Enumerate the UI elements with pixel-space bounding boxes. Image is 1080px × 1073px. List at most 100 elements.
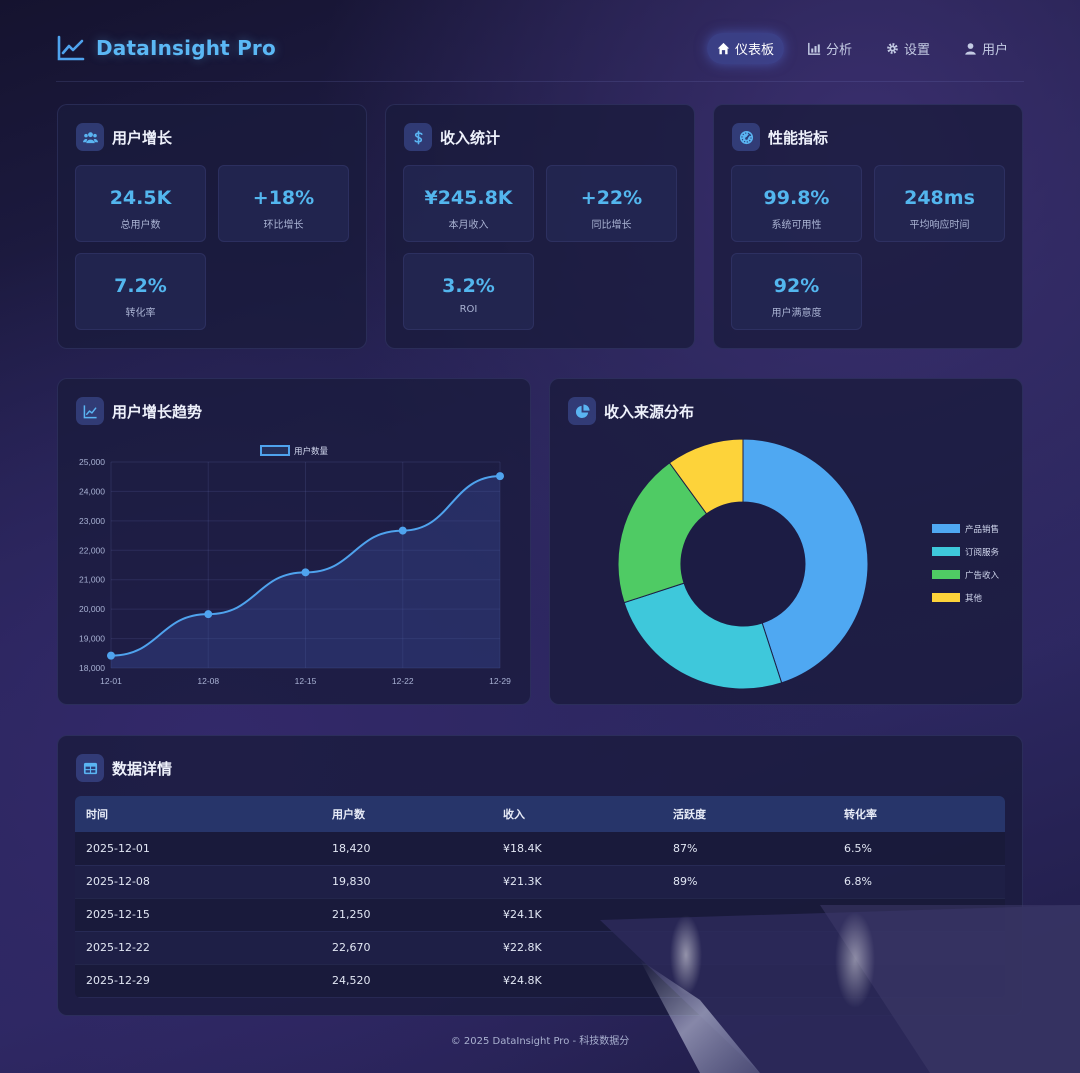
table-cell [833,898,1005,932]
line-chart-icon [76,397,104,425]
column-header[interactable]: 转化率 [833,796,1005,832]
column-header[interactable]: 时间 [75,796,321,832]
table-row[interactable]: 2025-12-22 22,670 ¥22.8K [75,931,1005,965]
stat-label: 总用户数 [120,220,161,231]
table-cell: 2025-12-29 [75,964,321,998]
stat-value: 24.5K [109,187,172,209]
card-title: 收入统计 [440,128,501,147]
table-cell: 2025-12-01 [75,832,321,866]
main-nav: 仪表板 分析 设置 用户 [706,28,1018,68]
nav-label: 分析 [825,42,852,58]
nav-label: 设置 [903,42,930,58]
table-cell: 2025-12-15 [75,898,321,932]
legend-label: 产品销售 [965,524,999,535]
card-title: 数据详情 [112,759,173,778]
table-cell: 22,670 [321,931,492,965]
series-area [111,476,500,668]
table-cell [662,931,833,965]
stat-roi: 3.2% ROI [403,253,534,330]
table-cell: ¥18.4K [492,832,662,866]
stat-value: 92% [773,275,820,297]
nav-item-analysis[interactable]: 分析 [798,33,862,64]
y-tick-label: 23,000 [79,516,105,526]
table-cell: 21,250 [321,898,492,932]
table-header-row: 时间 用户数 收入 活跃度 转化率 [75,796,1005,832]
table-cell: ¥24.8K [492,964,662,998]
card-header: 用户增长 [76,123,172,151]
column-header[interactable]: 用户数 [321,796,492,832]
table-cell [662,898,833,932]
revenue-card: 收入统计 ¥245.8K 本月收入 +22% 同比增长 3.2% ROI [385,104,695,349]
brand[interactable]: DataInsight Pro [56,28,276,68]
y-tick-label: 20,000 [79,604,105,614]
nav-label: 用户 [981,42,1008,58]
user-growth-card: 用户增长 24.5K 总用户数 +18% 环比增长 7.2% 转化率 [57,104,367,349]
nav-item-settings[interactable]: 设置 [876,33,940,64]
card-header: 用户增长趋势 [76,397,202,425]
stat-label: 系统可用性 [771,220,822,231]
stat-conversion: 7.2% 转化率 [75,253,206,330]
user-growth-line-chart: 18,000 19,000 20,000 21,000 22,000 23,000 24,0… [79,445,511,686]
legend-label: 其他 [965,593,983,604]
y-tick-label: 19,000 [79,634,105,644]
x-tick-label: 12-22 [392,676,414,686]
home-icon [717,42,730,54]
table-cell [833,964,1005,998]
stat-yoy-growth: +22% 同比增长 [546,165,677,242]
stat-value: 99.8% [763,187,830,209]
stat-label: 转化率 [125,308,156,319]
card-title: 性能指标 [768,128,829,147]
users-icon [76,123,104,151]
line-chart-icon [57,35,85,61]
nav-item-dashboard[interactable]: 仪表板 [706,32,784,64]
y-tick-label: 18,000 [79,663,105,673]
legend-swatch [932,547,960,556]
table-cell [833,931,1005,965]
table-row[interactable]: 2025-12-29 24,520 ¥24.8K [75,964,1005,998]
stat-value: +18% [252,187,315,209]
app-name: DataInsight Pro [96,36,276,60]
legend-label: 订阅服务 [965,547,1000,558]
table-cell: 89% [662,865,833,899]
y-tick-label: 22,000 [79,545,105,555]
stat-value: +22% [580,187,643,209]
legend-label: 用户数量 [294,446,329,457]
stat-label: ROI [459,304,478,315]
table-cell: 6.5% [833,832,1005,866]
legend-label: 广告收入 [965,570,1000,581]
stat-value: ¥245.8K [424,187,513,209]
column-header[interactable]: 活跃度 [662,796,833,832]
stat-mom-growth: +18% 环比增长 [218,165,349,242]
table-row[interactable]: 2025-12-01 18,420 ¥18.4K 87% 6.5% [75,832,1005,866]
nav-item-users[interactable]: 用户 [954,33,1018,64]
stat-label: 环比增长 [263,220,304,231]
card-header: 收入来源分布 [568,397,694,425]
table-cell: 19,830 [321,865,492,899]
x-tick-label: 12-08 [197,676,219,686]
table-row[interactable]: 2025-12-15 21,250 ¥24.1K [75,898,1005,932]
column-header[interactable]: 收入 [492,796,662,832]
stat-availability: 99.8% 系统可用性 [731,165,862,242]
table-cell: 2025-12-22 [75,931,321,965]
stat-label: 同比增长 [591,220,632,231]
data-point [496,472,504,481]
stat-label: 用户满意度 [771,308,822,319]
user-icon [965,42,976,55]
stat-satisfaction: 92% 用户满意度 [731,253,862,330]
footer-copyright: © 2025 DataInsight Pro - 科技数据分 [450,1036,630,1047]
card-title: 用户增长 [112,128,173,147]
data-table-wrapper: 时间 用户数 收入 活跃度 转化率 2025-12-01 18,420 ¥18.… [75,796,1005,998]
stat-value: 248ms [904,187,975,209]
pie-chart-icon [568,397,596,425]
data-point [398,526,407,535]
table-cell: ¥24.1K [492,898,662,932]
table-icon [76,754,104,782]
legend-swatch [932,593,960,602]
x-tick-label: 12-29 [489,676,511,686]
stat-value: 7.2% [114,275,167,297]
chart-bar-icon [808,42,821,55]
table-row[interactable]: 2025-12-08 19,830 ¥21.3K 89% 6.8% [75,865,1005,899]
data-table: 时间 用户数 收入 活跃度 转化率 2025-12-01 18,420 ¥18.… [75,796,1005,998]
data-point [107,651,115,660]
